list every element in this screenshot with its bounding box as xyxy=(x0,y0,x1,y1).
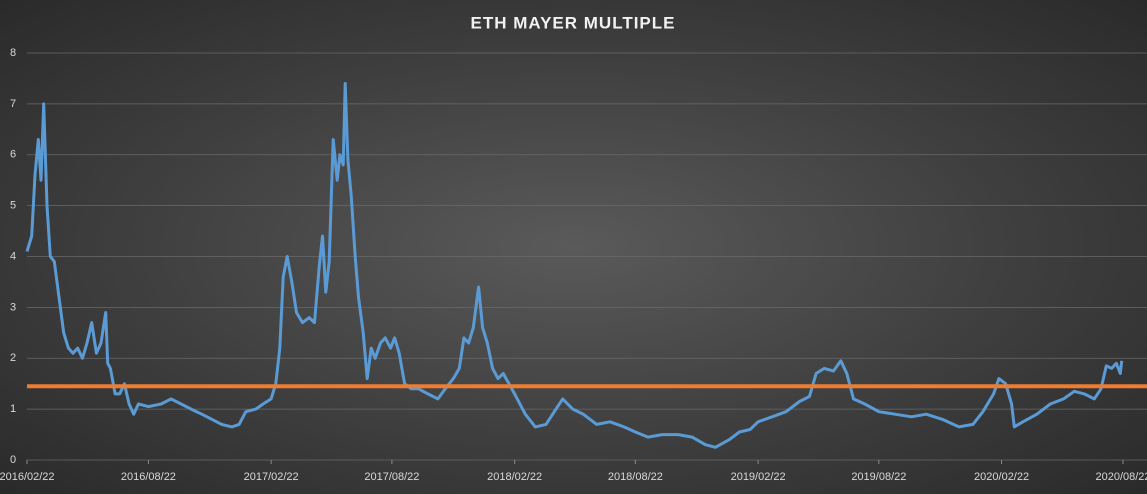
x-tick-label: 2017/08/22 xyxy=(364,471,419,483)
y-tick-label: 4 xyxy=(10,250,16,262)
y-tick-label: 8 xyxy=(10,47,16,59)
x-tick-label: 2020/08/22 xyxy=(1095,471,1147,483)
x-tick-label: 2019/02/22 xyxy=(731,471,786,483)
x-tick-label: 2016/08/22 xyxy=(121,471,176,483)
x-tick-label: 2018/08/22 xyxy=(608,471,663,483)
x-tick-label: 2016/02/22 xyxy=(0,471,55,483)
y-tick-label: 2 xyxy=(10,352,16,364)
y-tick-label: 7 xyxy=(10,98,16,110)
x-tick-label: 2019/08/22 xyxy=(851,471,906,483)
y-tick-label: 3 xyxy=(10,301,16,313)
x-tick-label: 2020/02/22 xyxy=(974,471,1029,483)
y-tick-label: 6 xyxy=(10,149,16,161)
chart-title: ETH MAYER MULTIPLE xyxy=(470,13,675,32)
y-tick-label: 0 xyxy=(10,454,16,466)
y-tick-label: 5 xyxy=(10,200,16,212)
x-tick-label: 2017/02/22 xyxy=(244,471,299,483)
data-line xyxy=(25,82,1124,449)
x-tick-label: 2018/02/22 xyxy=(487,471,542,483)
y-tick-label: 1 xyxy=(10,403,16,415)
